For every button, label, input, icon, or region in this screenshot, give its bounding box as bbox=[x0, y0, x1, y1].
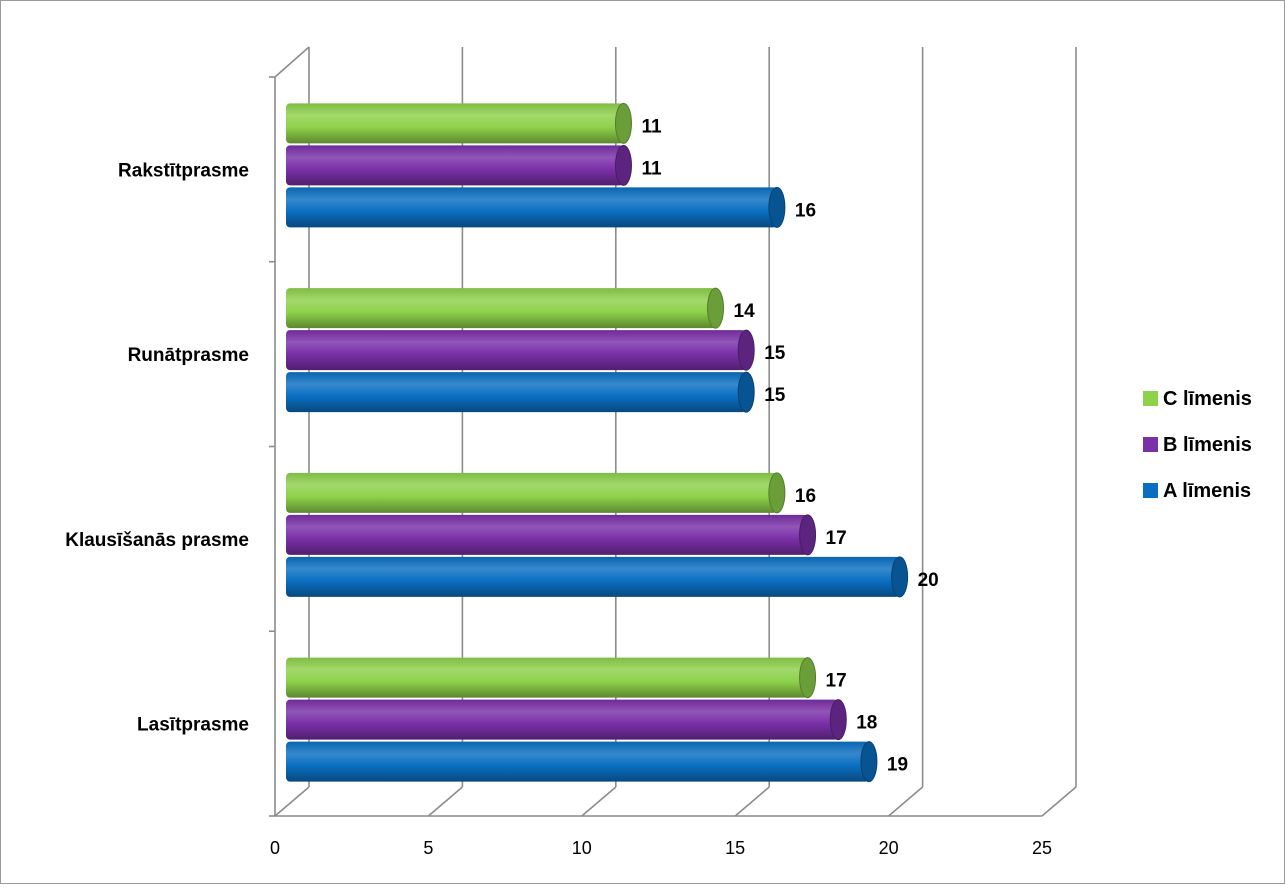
data-label: 11 bbox=[641, 158, 662, 179]
data-label: 15 bbox=[764, 385, 786, 406]
bar-body bbox=[286, 514, 808, 555]
bar-cap bbox=[768, 472, 786, 514]
bar-body bbox=[286, 372, 747, 413]
legend: C līmenis B līmenis A līmenis bbox=[1143, 388, 1252, 502]
side-wall-top bbox=[274, 46, 310, 78]
bar-cap bbox=[614, 102, 632, 144]
legend-item: A līmenis bbox=[1143, 480, 1251, 502]
category-label: Lasītprasme bbox=[137, 715, 249, 736]
bars-layer bbox=[286, 102, 909, 783]
bar bbox=[286, 657, 817, 699]
bar bbox=[286, 329, 755, 371]
x-tick-label: 20 bbox=[879, 838, 899, 858]
x-tick-label: 25 bbox=[1032, 838, 1052, 858]
bar bbox=[286, 371, 755, 413]
bar bbox=[286, 556, 909, 598]
bar bbox=[286, 287, 725, 329]
data-label: 14 bbox=[734, 301, 756, 322]
bar-cap bbox=[860, 741, 878, 783]
floor-gridline bbox=[581, 786, 617, 817]
data-label: 17 bbox=[826, 671, 847, 692]
bar bbox=[286, 514, 817, 556]
bar-body bbox=[286, 103, 624, 144]
bar bbox=[286, 472, 786, 514]
category-label: Runātprasme bbox=[128, 345, 249, 366]
bar bbox=[286, 186, 786, 228]
bar-body bbox=[286, 145, 624, 186]
data-label: 19 bbox=[887, 755, 908, 776]
labels-layer: 0 5 10 15 20 25 Lasītprasme 19 18 17 Klausīšanās p… bbox=[65, 116, 1052, 858]
x-tick-label: 10 bbox=[572, 838, 592, 858]
data-label: 20 bbox=[918, 570, 939, 591]
x-tick-label: 15 bbox=[725, 838, 745, 858]
bar-cap bbox=[829, 699, 847, 741]
data-label: 16 bbox=[795, 486, 816, 507]
category-label: Klausīšanās prasme bbox=[65, 530, 249, 551]
bar-body bbox=[286, 741, 869, 782]
data-label: 16 bbox=[795, 200, 816, 221]
bar-body bbox=[286, 657, 808, 698]
legend-swatch bbox=[1143, 483, 1158, 498]
data-label: 11 bbox=[641, 116, 662, 137]
bar-cap bbox=[768, 186, 786, 228]
data-label: 15 bbox=[764, 343, 786, 364]
bar bbox=[286, 741, 878, 783]
legend-swatch bbox=[1143, 437, 1158, 452]
bar-cap bbox=[799, 657, 817, 699]
bar-body bbox=[286, 556, 900, 597]
bar bbox=[286, 102, 632, 144]
legend-label: A līmenis bbox=[1163, 480, 1251, 502]
bar bbox=[286, 699, 847, 741]
data-label: 17 bbox=[826, 528, 847, 549]
bar-body bbox=[286, 330, 747, 371]
floor-gridline bbox=[1041, 786, 1077, 817]
bar-cap bbox=[891, 556, 909, 598]
legend-item: B līmenis bbox=[1143, 434, 1252, 456]
legend-swatch bbox=[1143, 391, 1158, 406]
bar bbox=[286, 144, 632, 186]
legend-label: B līmenis bbox=[1163, 434, 1252, 456]
bar-body bbox=[286, 699, 839, 740]
bar-cap bbox=[614, 144, 632, 186]
x-tick-label: 0 bbox=[270, 838, 280, 858]
bar-body bbox=[286, 187, 777, 228]
category-label: Rakstītprasme bbox=[118, 160, 249, 181]
legend-item: C līmenis bbox=[1143, 388, 1252, 410]
data-label: 18 bbox=[856, 713, 877, 734]
legend-label: C līmenis bbox=[1163, 388, 1252, 410]
x-tick-label: 5 bbox=[423, 838, 433, 858]
floor-gridline bbox=[888, 786, 924, 817]
bar-cap bbox=[707, 287, 725, 329]
bar-body bbox=[286, 472, 777, 513]
floor-gridline bbox=[734, 786, 770, 817]
bar-cap bbox=[737, 371, 755, 413]
floor-gridline bbox=[427, 786, 463, 817]
floor-gridline bbox=[274, 786, 310, 817]
bar-cap bbox=[737, 329, 755, 371]
bar-cap bbox=[799, 514, 817, 556]
bar-body bbox=[286, 288, 716, 329]
